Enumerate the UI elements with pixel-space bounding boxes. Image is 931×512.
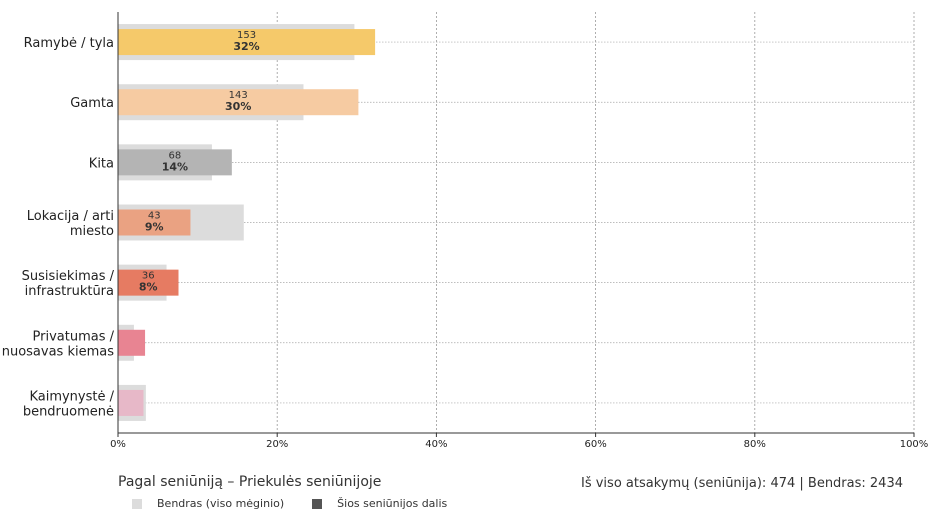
- bar-local: [118, 149, 232, 176]
- response-totals: Iš viso atsakymų (seniūnija): 474 | Bend…: [581, 476, 903, 491]
- legend-item-overall: Bendras (viso mėginio): [132, 497, 284, 510]
- legend-swatch-local: [312, 498, 323, 509]
- bar-local: [118, 269, 179, 296]
- x-tick-label: 0%: [110, 439, 126, 450]
- legend-label-overall: Bendras (viso mėginio): [157, 497, 285, 510]
- bar-percent-label: 32%: [233, 40, 259, 53]
- bar-local: [118, 329, 146, 356]
- bar-local: [118, 389, 144, 416]
- y-tick-label: Kita: [89, 156, 114, 171]
- bar-percent-label: 8%: [139, 281, 158, 294]
- bar-count-label: 153: [237, 30, 256, 41]
- legend-swatch-overall: [132, 498, 142, 509]
- x-tick-label: 100%: [900, 439, 929, 450]
- y-tick-label: nuosavas kiemas: [2, 344, 115, 359]
- y-tick-label: infrastruktūra: [25, 284, 114, 299]
- bar-local: [118, 209, 191, 236]
- chart-subtitle: Pagal seniūniją – Priekulės seniūnijoje: [118, 474, 382, 490]
- y-tick-label: Lokacija / arti: [27, 209, 114, 224]
- bar-count-label: 43: [148, 211, 161, 222]
- bar-local: [118, 29, 376, 56]
- y-tick-label: miesto: [70, 224, 114, 239]
- legend: Bendras (viso mėginio) Šios seniūnijos d…: [132, 497, 475, 510]
- x-tick-label: 20%: [266, 439, 288, 450]
- legend-item-local: Šios seniūnijos dalis: [312, 497, 447, 510]
- y-tick-label: Gamta: [70, 96, 114, 111]
- bar-percent-label: 30%: [225, 100, 251, 113]
- bar-count-label: 143: [229, 90, 248, 101]
- bar-percent-label: 9%: [145, 221, 164, 234]
- y-tick-label: Kaimynystė /: [29, 389, 114, 404]
- y-tick-label: bendruomenė: [23, 404, 114, 419]
- bar-local: [118, 89, 359, 116]
- bar-count-label: 36: [142, 271, 155, 282]
- x-tick-label: 60%: [584, 439, 606, 450]
- x-tick-label: 80%: [744, 439, 766, 450]
- y-tick-label: Susisiekimas /: [22, 269, 115, 284]
- bar-count-label: 68: [169, 150, 182, 161]
- bar-percent-label: 14%: [162, 160, 188, 173]
- legend-label-local: Šios seniūnijos dalis: [337, 497, 448, 510]
- x-tick-label: 40%: [425, 439, 447, 450]
- y-tick-label: Ramybė / tyla: [24, 36, 114, 51]
- y-tick-label: Privatumas /: [33, 329, 115, 344]
